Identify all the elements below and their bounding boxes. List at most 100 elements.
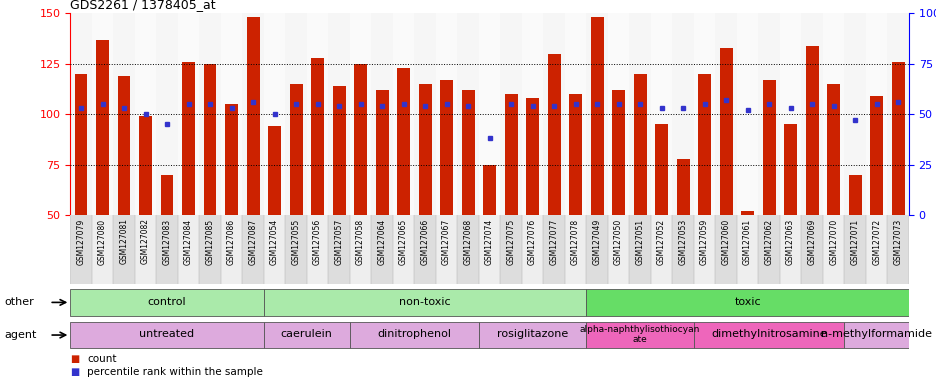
Bar [289,84,302,215]
Text: toxic: toxic [734,297,760,307]
Bar [779,215,800,284]
Bar [740,211,753,215]
Text: GSM127084: GSM127084 [183,218,193,265]
Text: GSM127073: GSM127073 [893,218,901,265]
Bar [500,13,521,215]
Bar [264,289,586,316]
Text: GSM127081: GSM127081 [120,218,128,265]
Text: ■: ■ [70,367,80,377]
Text: GSM127051: GSM127051 [635,218,644,265]
Bar [590,17,603,215]
Bar [199,215,221,284]
Bar [414,215,435,284]
Bar [135,215,156,284]
Bar [349,215,371,284]
Bar [483,165,495,215]
Bar [225,104,238,215]
Bar [783,124,797,215]
Bar [568,94,581,215]
Text: rosiglitazone: rosiglitazone [496,329,567,339]
Text: GSM127082: GSM127082 [141,218,150,265]
Bar [779,13,800,215]
Text: GSM127085: GSM127085 [205,218,214,265]
Bar [822,215,843,284]
Bar [694,322,843,348]
Text: untreated: untreated [139,329,195,339]
Bar [870,96,882,215]
Bar [328,215,349,284]
Bar [886,215,908,284]
Bar [92,215,113,284]
Bar [586,13,607,215]
Bar [440,80,452,215]
Text: GSM127083: GSM127083 [162,218,171,265]
Bar [800,13,822,215]
Bar [607,215,629,284]
Bar [70,289,264,316]
Bar [264,322,349,348]
Bar [285,13,306,215]
Text: GSM127071: GSM127071 [850,218,858,265]
Bar [547,54,560,215]
Bar [70,322,264,348]
Bar [586,215,607,284]
Bar [156,215,178,284]
Bar [586,289,908,316]
Bar [633,74,646,215]
Text: GSM127061: GSM127061 [742,218,752,265]
Text: GDS2261 / 1378405_at: GDS2261 / 1378405_at [70,0,215,11]
Text: GSM127065: GSM127065 [399,218,408,265]
Text: GSM127056: GSM127056 [313,218,322,265]
Text: caerulein: caerulein [281,329,332,339]
Bar [611,90,624,215]
Bar [375,90,388,215]
Text: GSM127057: GSM127057 [334,218,344,265]
Bar [676,159,689,215]
Bar [311,58,324,215]
Bar [848,175,861,215]
Text: GSM127060: GSM127060 [721,218,730,265]
Bar [392,215,414,284]
Bar [178,215,199,284]
Text: dinitrophenol: dinitrophenol [377,329,451,339]
Text: GSM127050: GSM127050 [613,218,622,265]
Bar [629,13,651,215]
Bar [736,215,757,284]
Bar [697,74,710,215]
Bar [178,13,199,215]
Bar [113,13,135,215]
Text: GSM127078: GSM127078 [570,218,579,265]
Text: GSM127079: GSM127079 [77,218,85,265]
Bar [264,215,285,284]
Bar [521,215,543,284]
Bar [843,322,908,348]
Bar [694,215,714,284]
Bar [843,13,865,215]
Text: GSM127072: GSM127072 [871,218,880,265]
Text: ■: ■ [70,354,80,364]
Bar [96,40,109,215]
Bar [92,13,113,215]
Bar [478,322,586,348]
Text: GSM127063: GSM127063 [785,218,795,265]
Bar [714,13,736,215]
Text: GSM127052: GSM127052 [656,218,665,265]
Bar [113,215,135,284]
Bar [457,215,478,284]
Bar [822,13,843,215]
Bar [505,94,517,215]
Text: GSM127077: GSM127077 [549,218,558,265]
Bar [135,13,156,215]
Bar [478,13,500,215]
Bar [160,175,173,215]
Bar [117,76,130,215]
Bar [203,64,216,215]
Bar [182,62,195,215]
Text: control: control [148,297,186,307]
Bar [865,215,886,284]
Text: GSM127059: GSM127059 [699,218,709,265]
Bar [70,215,92,284]
Text: percentile rank within the sample: percentile rank within the sample [87,367,263,377]
Bar [886,13,908,215]
Text: GSM127064: GSM127064 [377,218,387,265]
